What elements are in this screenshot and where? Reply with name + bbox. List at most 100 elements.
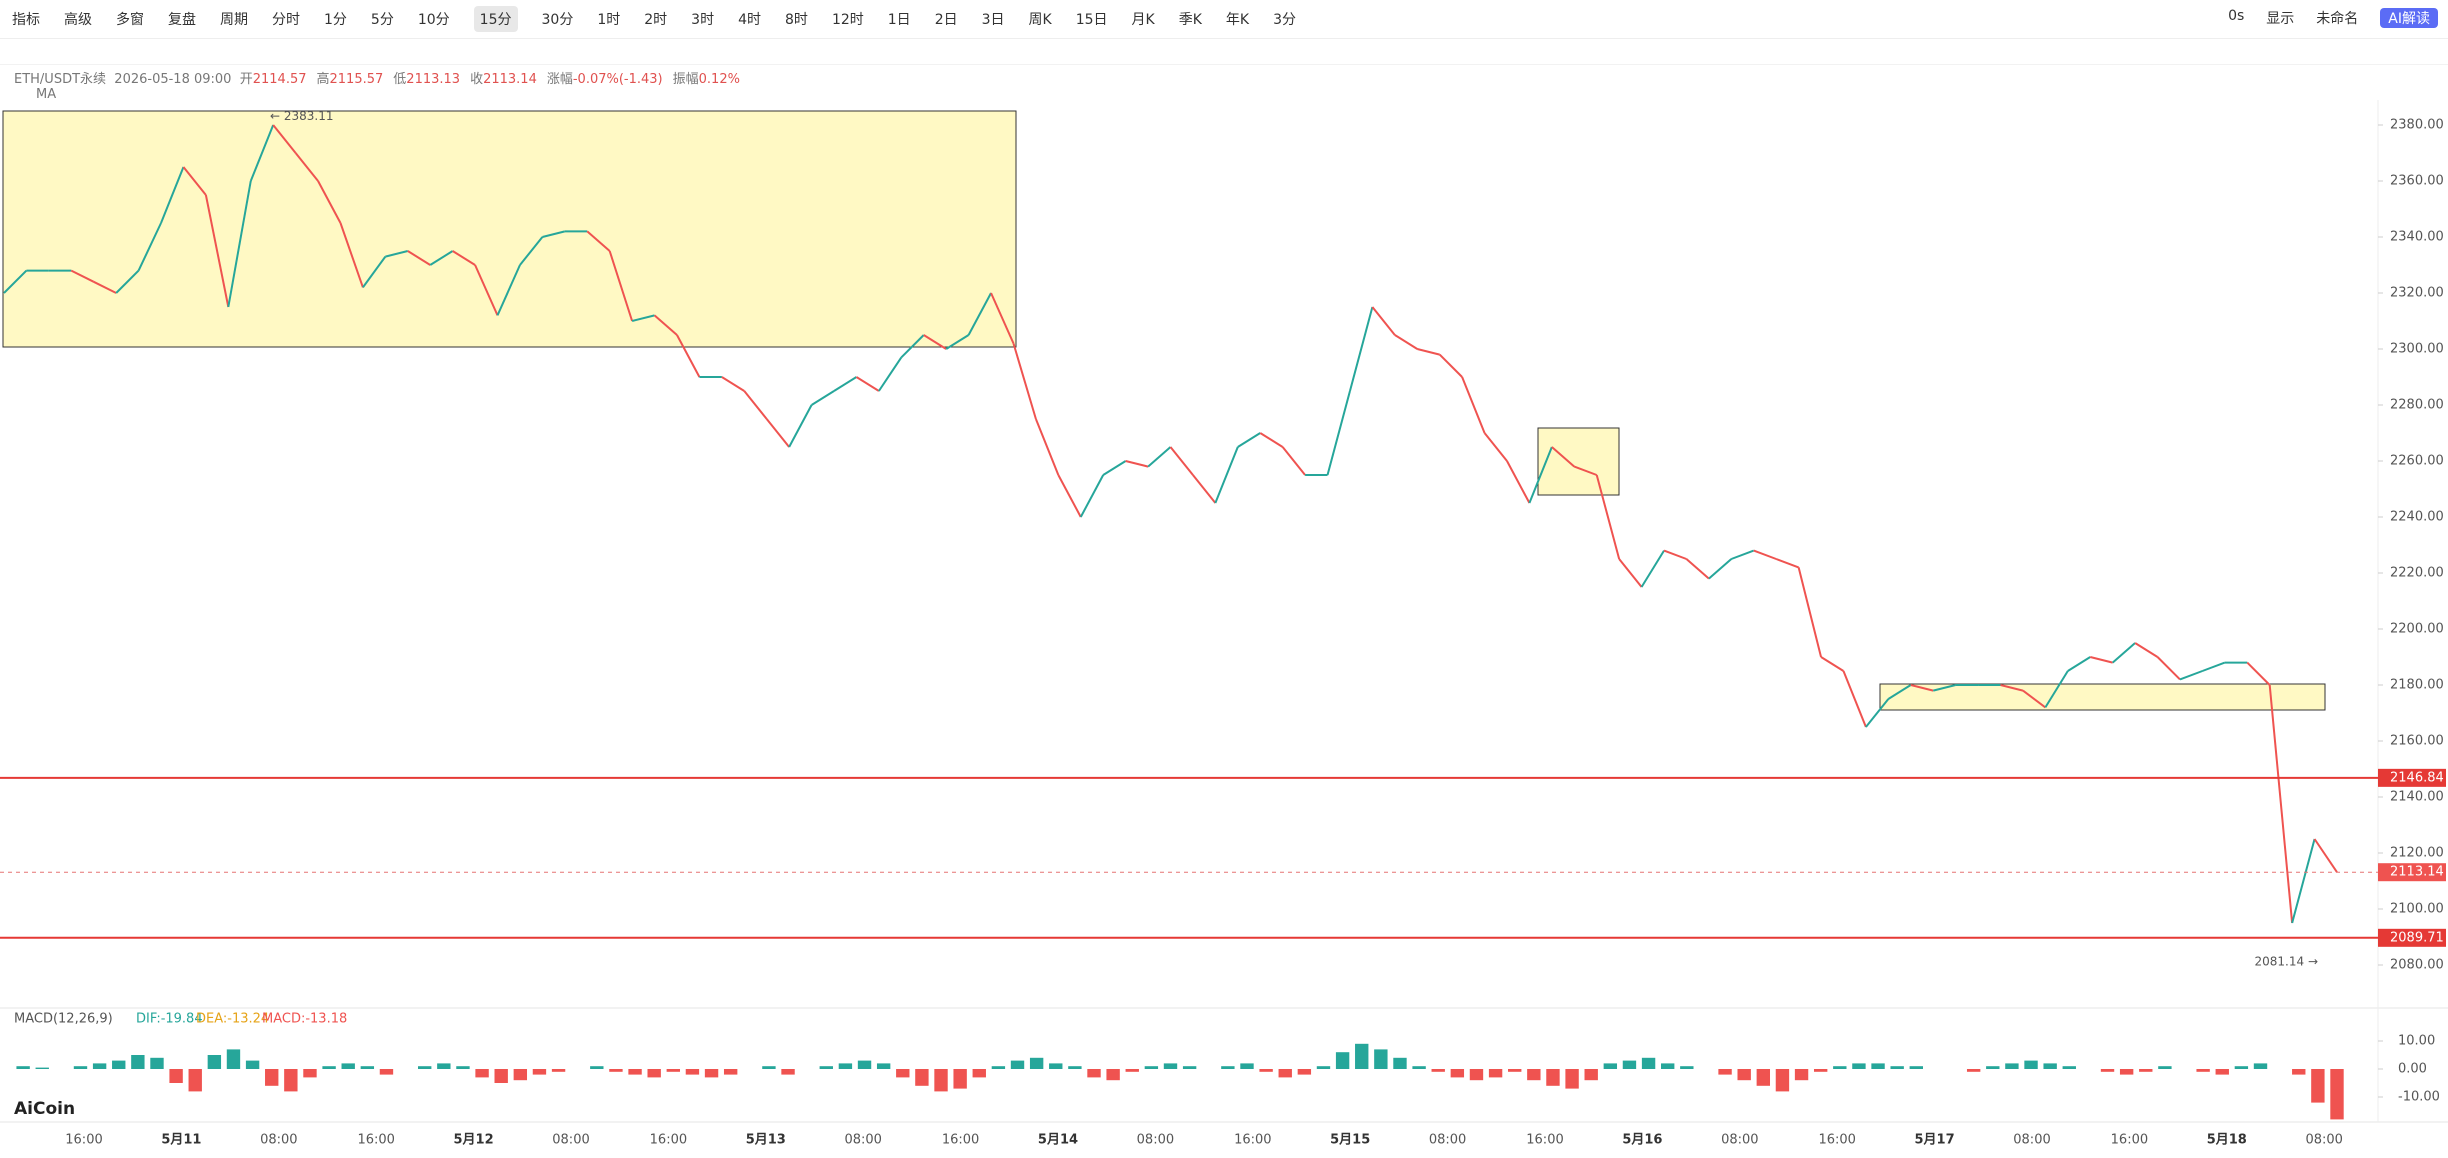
period-button[interactable]: 1分 [324, 12, 347, 28]
zone-box [1879, 683, 2326, 711]
macd-bar [1355, 1043, 1369, 1069]
y-tick-label: 2220.00 [2390, 566, 2444, 581]
period-button[interactable]: 3分 [1273, 12, 1297, 28]
macd-bar [838, 1063, 853, 1069]
period-button[interactable]: 1时 [597, 12, 621, 28]
macd-bar [1469, 1069, 1484, 1081]
macd-bar [418, 1066, 432, 1069]
price-segment [1528, 446, 1553, 504]
y-tick-label: 2120.00 [2390, 846, 2444, 861]
period-button[interactable]: 季K [1178, 12, 1202, 28]
macd-bar [2005, 1063, 2019, 1069]
period-button[interactable]: 年K [1225, 12, 1250, 28]
indicator: MA [36, 87, 57, 102]
price-segment [1259, 432, 1284, 448]
toolbar-button[interactable]: 未命名 [2316, 11, 2359, 27]
y-tick-label: 2240.00 [2390, 510, 2444, 525]
price-segment [1237, 432, 1261, 448]
macd-bar [1966, 1069, 1981, 1072]
macd-bar [494, 1069, 508, 1083]
time-label: 16:00 [650, 1133, 687, 1148]
price-segment [676, 334, 701, 378]
period-button[interactable]: 2日 [934, 12, 958, 28]
macd-bar [2196, 1069, 2210, 1072]
price-segment [2000, 684, 2024, 692]
price-segment [833, 376, 857, 392]
macd-bar [1010, 1060, 1025, 1069]
time-label: 08:00 [1137, 1133, 1174, 1148]
macd-bar [1297, 1069, 1312, 1075]
period-button[interactable]: 12时 [831, 12, 864, 28]
macd-title: MACD(12,26,9) [14, 1012, 113, 1027]
macd-bar [1622, 1060, 1637, 1069]
field-value: 2115.57 [329, 72, 384, 87]
toolbar-button[interactable]: 周期 [220, 12, 248, 28]
price-segment [788, 404, 813, 448]
price-segment [1169, 446, 1194, 476]
period-button[interactable]: 周K [1028, 12, 1052, 28]
period-button[interactable]: 8时 [785, 12, 808, 28]
period-button[interactable]: 10分 [417, 12, 450, 28]
price-segment [1618, 558, 1643, 588]
macd-bar [1833, 1066, 1847, 1069]
level-tag [2378, 768, 2446, 787]
period-button[interactable]: 3时 [691, 12, 715, 28]
period-button[interactable]: 30分 [541, 12, 574, 28]
y-tick-label: 2180.00 [2390, 678, 2444, 693]
y-tick-label: 2320.00 [2390, 286, 2444, 301]
fields: 开2114.57 高2115.57 低2113.13 收2113.14 涨幅-0.07%… [240, 72, 750, 87]
macd-bar [1450, 1069, 1465, 1078]
macd-bar [1680, 1066, 1694, 1069]
price-segment [721, 376, 745, 392]
price-segment [3, 269, 28, 294]
toolbar-button[interactable]: 高级 [64, 12, 92, 28]
time-label: 16:00 [1526, 1133, 1563, 1148]
price-segment [385, 250, 409, 258]
price-segment [70, 269, 95, 283]
macd-bar [1125, 1069, 1139, 1072]
macd-bar [1986, 1066, 2000, 1069]
price-segment [2022, 689, 2046, 709]
price-segment [1348, 306, 1374, 392]
toolbar-button[interactable]: 0s [2228, 8, 2245, 24]
toolbar-button[interactable]: 显示 [2266, 11, 2295, 27]
price-segment [474, 264, 499, 316]
period-button[interactable]: 5分 [370, 12, 394, 28]
macd-bar [2043, 1063, 2057, 1069]
field-value: 2113.13 [406, 72, 461, 87]
toolbar-button[interactable]: 指标 [12, 12, 40, 28]
macd-tick-label: 10.00 [2398, 1034, 2435, 1049]
toolbar-button[interactable]: 多窗 [116, 12, 144, 28]
level-tag [2378, 928, 2446, 947]
macd-bar [188, 1069, 202, 1092]
macd-bar [1431, 1069, 1445, 1072]
macd-bar [437, 1063, 451, 1069]
period-button[interactable]: 15分 [473, 6, 518, 32]
period-button[interactable]: 分时 [272, 12, 300, 28]
period-button[interactable]: 月K [1131, 12, 1155, 28]
toolbar-button[interactable]: 复盘 [168, 12, 196, 28]
period-button[interactable]: 2时 [644, 12, 668, 28]
macd-bar [762, 1066, 776, 1069]
price-segment [1483, 432, 1508, 462]
price-segment [1753, 549, 1777, 560]
price-segment [1102, 460, 1127, 476]
price-segment [1192, 474, 1217, 504]
period-button[interactable]: 15日 [1075, 12, 1108, 28]
field-label: 涨幅 [546, 72, 573, 87]
toolbar-button[interactable]: AI解读 [2380, 8, 2438, 28]
macd-bar [1813, 1069, 1828, 1072]
macd-tick-label: -10.00 [2398, 1090, 2440, 1105]
macd-bar [781, 1069, 795, 1075]
period-button[interactable]: 1日 [887, 12, 911, 28]
macd-bar [2139, 1069, 2153, 1072]
price-segment [137, 222, 162, 272]
price-segment [923, 334, 947, 350]
time-label: 08:00 [844, 1133, 881, 1148]
period-button[interactable]: 3日 [981, 12, 1005, 28]
period-button[interactable]: 4时 [738, 12, 762, 28]
price-segment [2179, 670, 2203, 681]
macd-bar [475, 1069, 489, 1078]
price-segment [1371, 306, 1396, 336]
